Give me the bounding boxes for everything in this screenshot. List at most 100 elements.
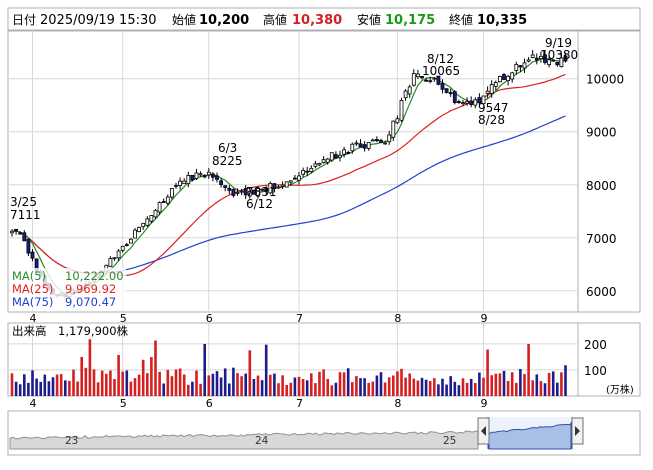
volume-bar [543,383,547,396]
volume-bar [228,383,231,396]
volume-bar [219,377,223,396]
candle [530,49,535,59]
volume-bar [269,374,272,396]
candle-body-down [555,61,560,66]
navigator-right-handle[interactable] [571,417,584,445]
volume-bar [113,379,116,396]
price-tick-label: 10000 [586,73,624,87]
candle [411,69,416,87]
candle-body-up [169,188,174,198]
candle-body-down [333,154,338,159]
candle-body-down [420,75,424,79]
annotation-3-25-value: 7111 [10,208,41,222]
candle-body-up [153,209,158,218]
candle [383,140,388,145]
volume-bar [506,380,510,396]
header-bar: 日付 2025/09/19 15:30 始値 10,200 高値 10,380 … [7,7,641,31]
candle [473,97,478,109]
candle [153,208,158,219]
candle-body-down [14,228,19,232]
volume-bar [43,374,47,396]
candle-body-down [292,177,297,180]
candle-body-up [526,59,531,62]
annotation-8-28-value: 9547 [478,101,509,115]
candle-body-up [547,59,551,65]
chevron-right-icon [575,426,580,436]
candle [198,171,203,178]
candle [366,141,371,151]
volume-bar [51,377,55,396]
candle [436,75,441,86]
volume-bar [539,381,543,396]
candle-body-up [165,196,170,204]
candle-body-down [436,75,441,85]
low-label: 安値 [357,12,381,27]
volume-bar [14,381,18,396]
candle-body-up [465,101,470,104]
volume-bar [133,378,137,396]
volume-bar [338,372,342,396]
candle-body-up [383,142,388,145]
candle-body-down [305,170,310,173]
price-pane-frame [7,30,641,313]
volume-pane: 100 200 出来高 1,179,900株 (万株) [7,322,641,397]
volume-bar [527,343,530,396]
candle-body-down [346,152,351,154]
candle [555,61,560,67]
candle [444,88,449,94]
candle-body-up [350,143,355,152]
legend-ma5-label: MA(5) [12,269,46,283]
candle [403,89,408,101]
candle-body-up [354,142,359,145]
volume-bar [502,370,506,396]
volume-bar [334,382,338,396]
legend-ma25-label: MA(25) [12,282,53,296]
volume-bar [162,383,165,396]
candle-body-down [469,100,474,105]
candle-body-down [477,97,482,104]
candle-body-down [30,251,35,259]
annotation-8-28-date: 8/28 [478,113,505,127]
candle [559,52,564,68]
month-gridlines [32,31,484,312]
candle [276,184,281,189]
candle [169,187,174,200]
volume-bar [494,373,498,396]
month-label: 5 [120,397,127,410]
volume-bar [174,369,178,396]
month-label: 6 [206,312,213,325]
candle [325,157,330,165]
volume-bar [498,373,502,396]
volume-bar [297,376,301,396]
annotation-3-25-date: 3/25 [10,195,37,209]
candle [186,171,191,188]
candle [420,75,424,80]
volume-bar [441,378,444,396]
volume-axis-ticks: 100 200 [584,338,607,378]
candle [387,130,392,145]
candle-body-down [424,79,429,82]
low-value: 10,175 [385,13,435,28]
volume-bar [187,384,190,396]
candle-body-up [10,230,14,234]
candle-body-down [452,91,457,103]
volume-bar [396,371,399,396]
price-tick-label: 8000 [586,179,617,193]
candle-body-down [358,143,363,148]
candle-body-up [276,186,281,189]
legend-background [10,268,126,310]
volume-bar [195,370,198,396]
navigator-left-handle[interactable] [477,417,490,445]
candle-body-down [448,92,453,95]
volume-bar [277,383,280,396]
volume-bar [486,349,489,396]
candle [284,181,289,188]
candle [456,99,461,104]
high-value: 10,380 [292,13,342,28]
high-label: 高値 [263,12,287,27]
candle [428,77,433,84]
candle-body-up [116,250,121,259]
volume-bar [92,369,96,396]
range-navigator[interactable]: 23 24 25 [7,410,641,456]
